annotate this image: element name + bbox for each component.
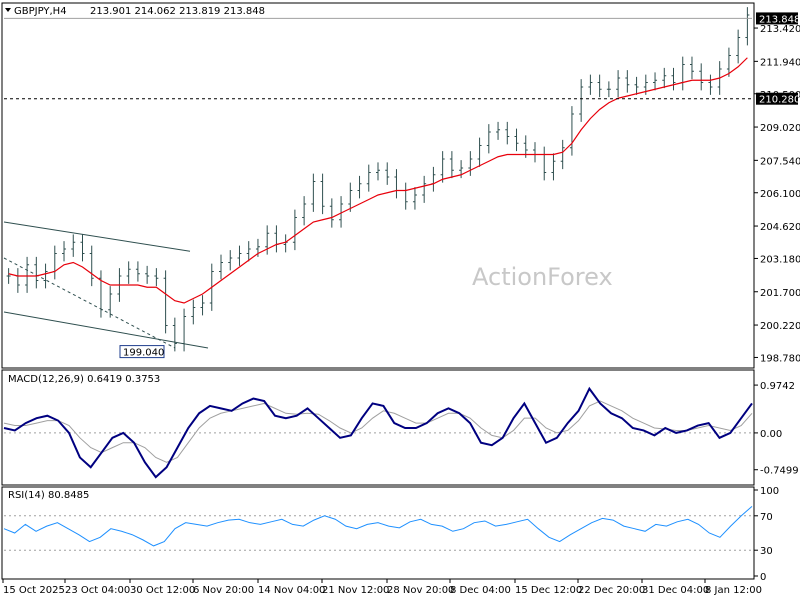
x-tick-label: 6 Nov 20:00 <box>193 585 254 596</box>
x-tick-label: 8 Jan 12:00 <box>705 585 762 596</box>
x-tick-label: 8 Dec 04:00 <box>450 585 511 596</box>
last-price-tag: 213.848 <box>759 14 800 25</box>
rsi-y-tick-label: 30 <box>760 546 773 557</box>
watermark: ActionForex <box>472 263 613 291</box>
macd-title: MACD(12,26,9) 0.6419 0.3753 <box>8 374 160 385</box>
rsi-y-tick-label: 70 <box>760 512 773 523</box>
rsi-title: RSI(14) 80.8485 <box>8 490 89 501</box>
macd-panel-frame <box>1 369 755 486</box>
level-price-tag-bg <box>756 92 798 105</box>
x-tick-label: 22 Dec 20:00 <box>578 585 645 596</box>
rsi-layer <box>3 505 753 551</box>
macd-y-tick-label: 0.00 <box>760 429 782 440</box>
moving-average-line <box>8 57 748 304</box>
level-price-tag: 210.280 <box>759 95 800 106</box>
x-tick-label: 14 Nov 04:00 <box>258 585 325 596</box>
price-y-tick-label: 207.540 <box>760 156 800 167</box>
low-label-text: 199.040 <box>123 348 164 359</box>
macd-y-tick-label: 0.9742 <box>760 381 795 392</box>
x-tick-label: 30 Oct 12:00 <box>130 585 195 596</box>
x-tick-label: 28 Nov 20:00 <box>387 585 454 596</box>
ohlc-values: 213.901 214.062 213.819 213.848 <box>90 6 265 17</box>
price-y-tick-label: 209.020 <box>760 123 800 134</box>
price-y-tick-label: 211.940 <box>760 57 800 68</box>
x-tick-label: 23 Oct 04:00 <box>65 585 130 596</box>
rsi-line <box>3 505 753 547</box>
price-panel-frame <box>1 2 755 369</box>
rsi-y-tick-label: 0 <box>760 572 766 583</box>
price-y-tick-label: 206.100 <box>760 189 800 200</box>
x-tick-label: 15 Dec 12:00 <box>515 585 582 596</box>
price-y-tick-label: 200.220 <box>760 321 800 332</box>
price-y-tick-label: 198.780 <box>760 353 800 364</box>
price-y-tick-label: 213.420 <box>760 24 800 35</box>
price-y-tick-label: 201.700 <box>760 288 800 299</box>
x-tick-label: 21 Nov 12:00 <box>322 585 389 596</box>
macd-main-line <box>3 386 753 479</box>
price-layer: 199.040 <box>3 7 752 359</box>
rsi-panel-frame <box>1 486 755 580</box>
channel-mid-dashed-line <box>3 257 176 349</box>
symbol-label: GBPJPY,H4 <box>14 6 67 17</box>
macd-signal-line <box>3 400 753 463</box>
axes-layer: 213.420211.940210.500209.020207.540206.1… <box>2 12 800 596</box>
channel-lower-line <box>3 311 209 349</box>
x-tick-label: 31 Dec 04:00 <box>642 585 709 596</box>
low-label-box <box>119 345 165 359</box>
price-y-tick-label: 204.620 <box>760 222 800 233</box>
last-price-tag-bg <box>756 12 798 25</box>
x-tick-label: 15 Oct 2025 <box>3 585 65 596</box>
macd-y-tick-label: -0.7499 <box>760 466 799 477</box>
price-y-tick-label: 203.180 <box>760 254 800 265</box>
dropdown-triangle-icon[interactable] <box>5 8 11 12</box>
channel-upper-line <box>3 221 191 252</box>
rsi-y-tick-label: 100 <box>760 486 779 497</box>
macd-layer <box>3 386 753 479</box>
